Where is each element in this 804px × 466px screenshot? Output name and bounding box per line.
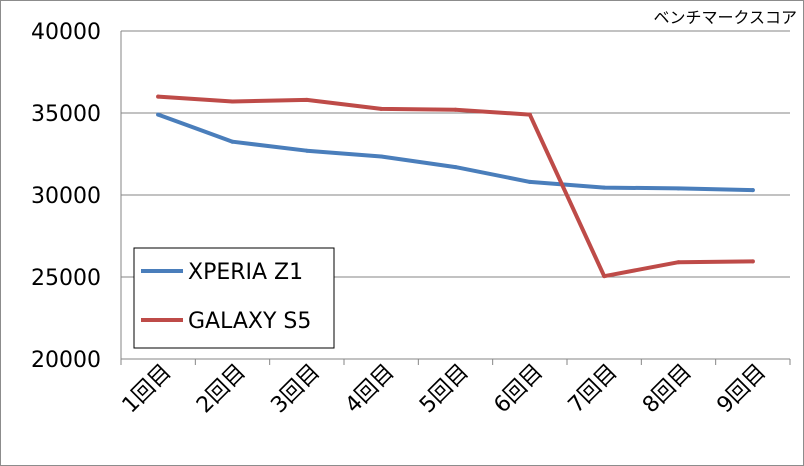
x-axis-ticks: 1回目 2回目 3回目 4回目 5回目 6回目 7回目 8回目 9回目 bbox=[118, 360, 771, 419]
series-lines bbox=[156, 94, 755, 279]
data-point bbox=[527, 112, 532, 117]
data-point bbox=[750, 259, 755, 264]
data-point bbox=[676, 186, 681, 191]
data-point bbox=[453, 107, 458, 112]
data-point bbox=[750, 188, 755, 193]
y-tick-label: 20000 bbox=[31, 348, 101, 373]
data-point bbox=[304, 97, 309, 102]
data-point bbox=[156, 112, 161, 117]
x-tick-label: 4回目 bbox=[341, 360, 400, 419]
data-point bbox=[379, 154, 384, 159]
x-tick-label: 3回目 bbox=[266, 360, 325, 419]
data-point bbox=[379, 106, 384, 111]
series-line-0 bbox=[156, 112, 755, 193]
data-point bbox=[602, 185, 607, 190]
axes bbox=[120, 31, 791, 365]
y-tick-label: 40000 bbox=[31, 20, 101, 45]
chart-title: ベンチマークスコア bbox=[653, 8, 797, 27]
y-tick-label: 30000 bbox=[31, 184, 101, 209]
data-point bbox=[156, 94, 161, 99]
x-tick-label: 5回目 bbox=[415, 360, 474, 419]
legend-label-xperia-z1: XPERIA Z1 bbox=[188, 260, 303, 285]
legend-label-galaxy-s5: GALAXY S5 bbox=[188, 309, 311, 334]
data-point bbox=[676, 260, 681, 265]
x-tick-label: 7回目 bbox=[564, 360, 623, 419]
data-point bbox=[230, 99, 235, 104]
y-tick-label: 25000 bbox=[31, 266, 101, 291]
x-tick-label: 9回目 bbox=[712, 360, 771, 419]
data-point bbox=[527, 179, 532, 184]
x-tick-label: 6回目 bbox=[489, 360, 548, 419]
y-tick-label: 35000 bbox=[31, 102, 101, 127]
x-tick-label: 1回目 bbox=[118, 360, 177, 419]
x-tick-label: 2回目 bbox=[192, 360, 251, 419]
data-point bbox=[304, 148, 309, 153]
legend-box bbox=[133, 247, 335, 349]
data-point bbox=[230, 139, 235, 144]
y-axis-ticks: 20000 25000 30000 35000 40000 bbox=[31, 20, 101, 373]
data-point bbox=[453, 165, 458, 170]
data-point bbox=[602, 274, 607, 279]
legend: XPERIA Z1 GALAXY S5 bbox=[133, 247, 335, 349]
x-tick-label: 8回目 bbox=[638, 360, 697, 419]
